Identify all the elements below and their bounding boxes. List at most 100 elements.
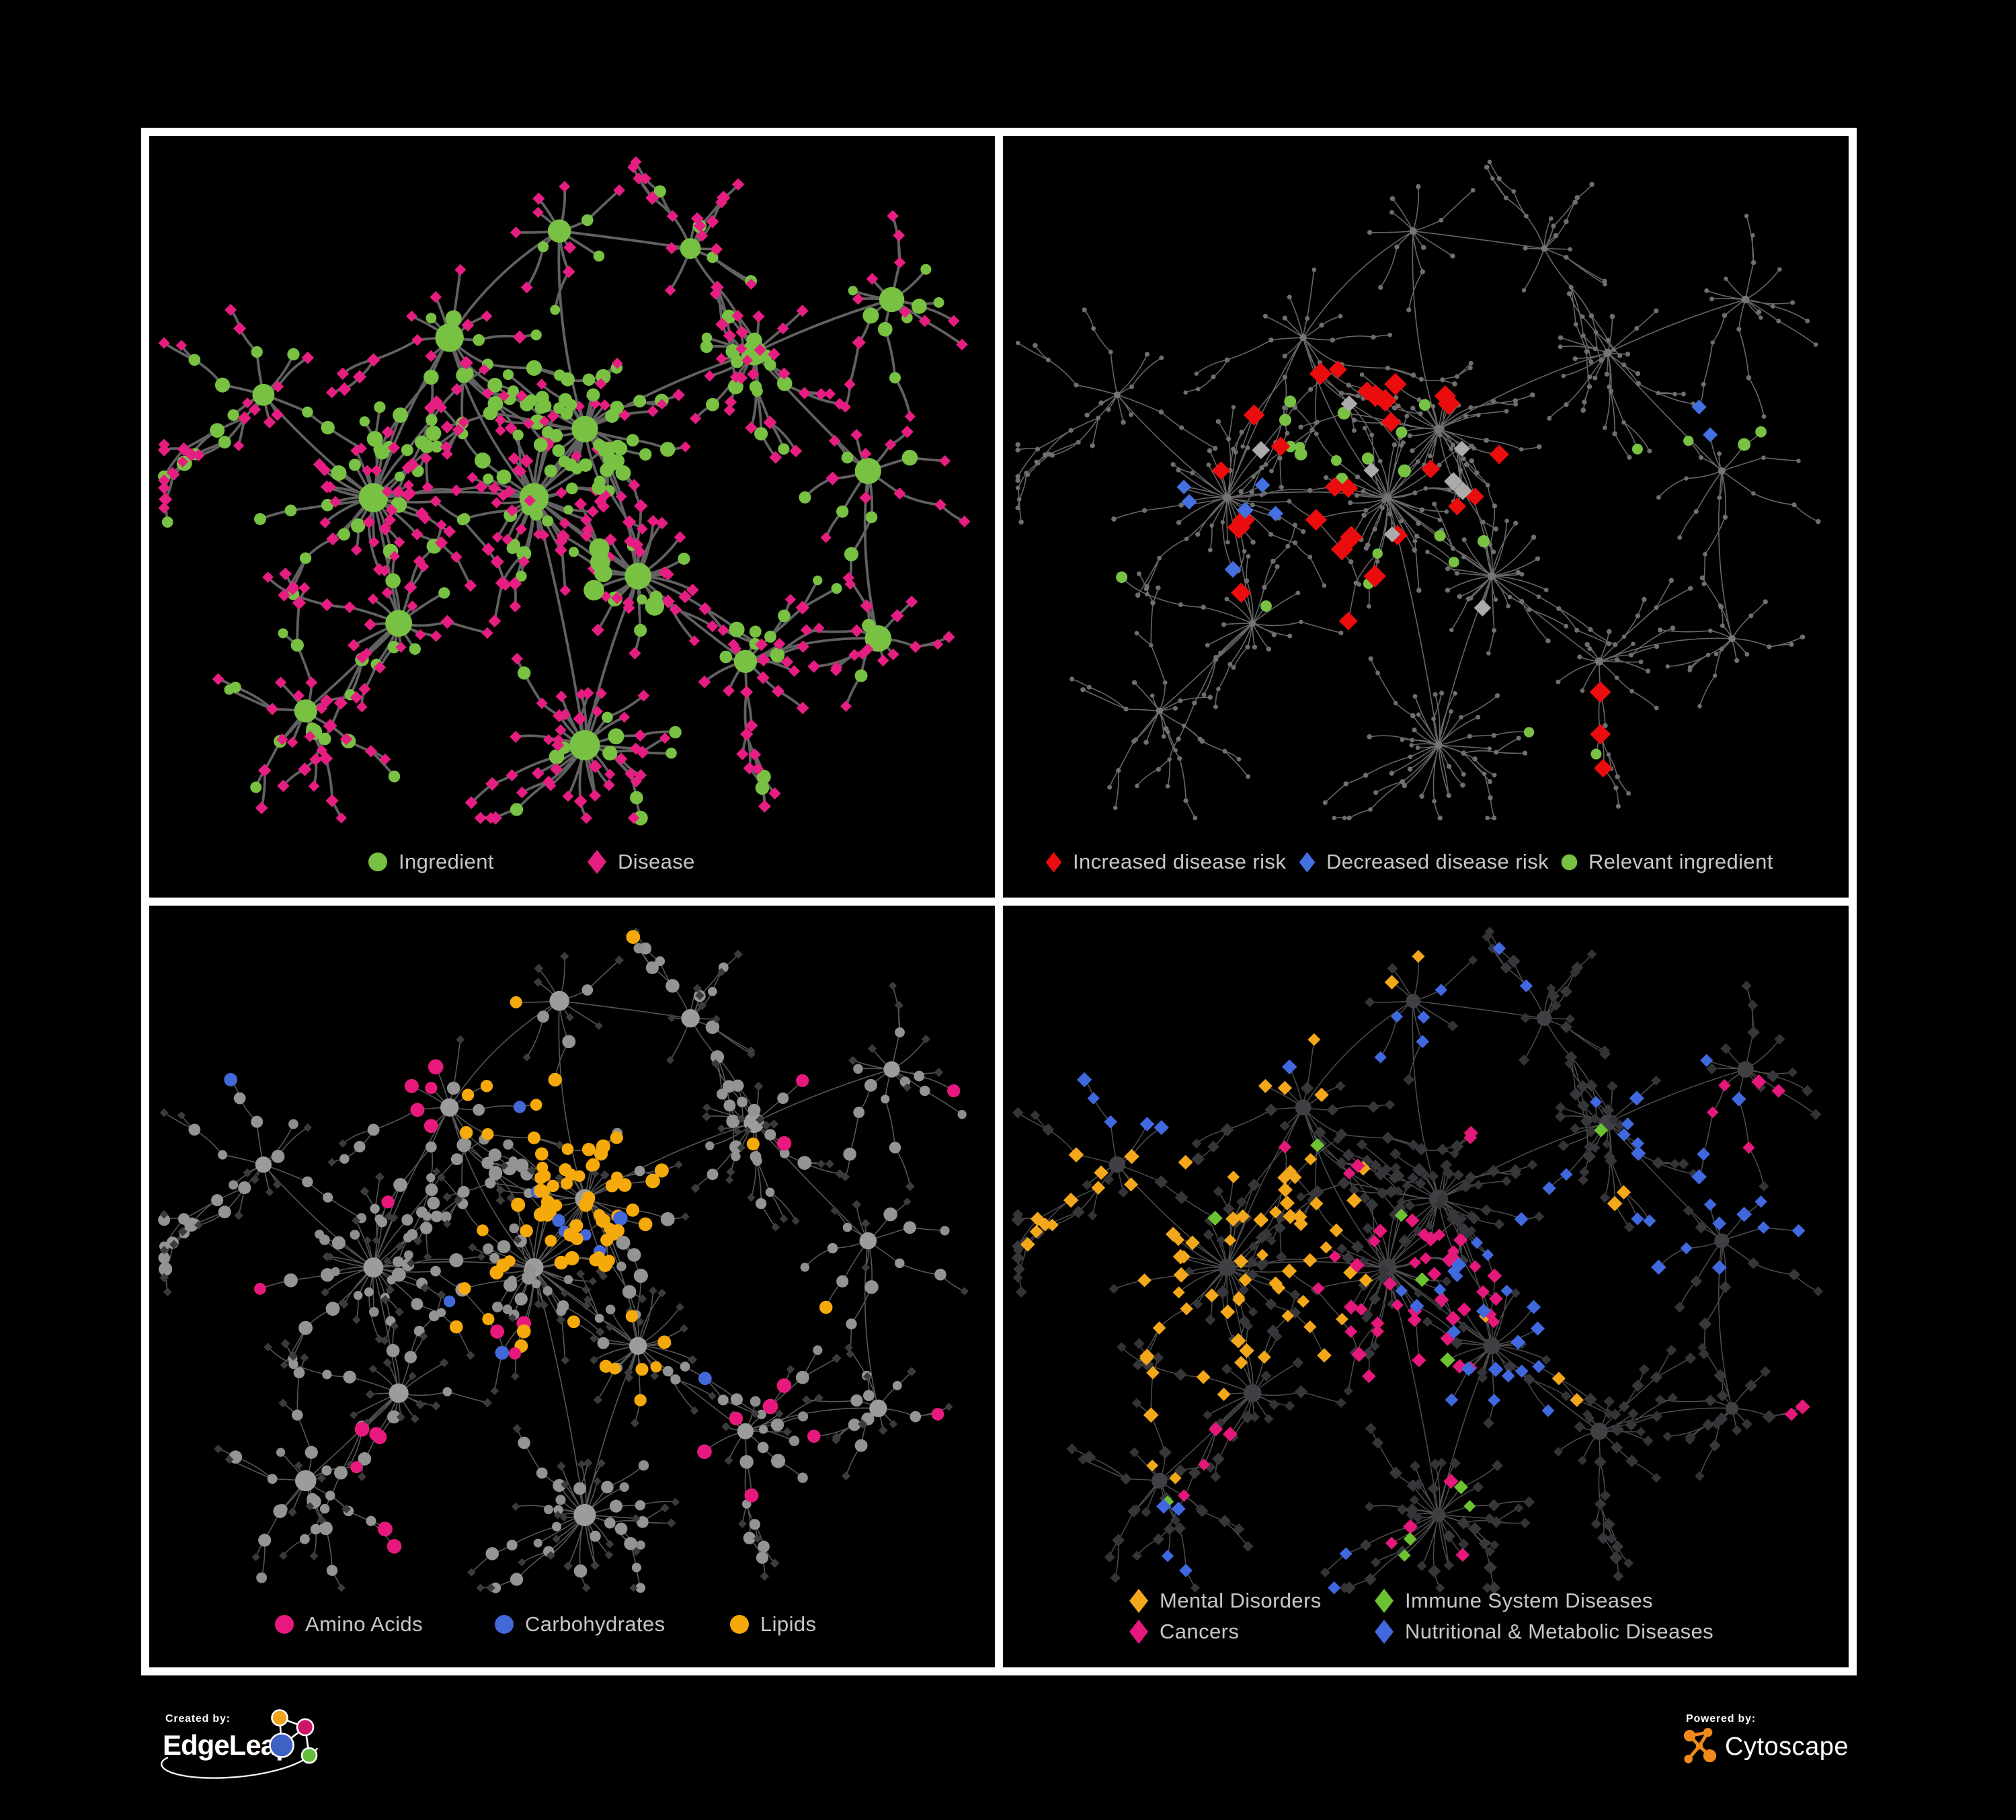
node-circle [1725, 1402, 1739, 1415]
node-circle [1614, 657, 1620, 662]
node-circle [1606, 629, 1612, 635]
node-circle [635, 1500, 645, 1511]
node-circle [1627, 454, 1632, 460]
node-circle [1513, 398, 1518, 403]
node-circle [1603, 723, 1608, 729]
node-circle [660, 442, 676, 457]
node-circle [1490, 176, 1495, 181]
node-circle [1387, 332, 1392, 338]
node-circle [934, 1269, 946, 1281]
node-circle [1485, 482, 1490, 487]
node-circle [613, 1211, 628, 1226]
node-circle [492, 1302, 503, 1312]
node-circle [1587, 374, 1592, 380]
node-circle [323, 1192, 333, 1203]
node-circle [1418, 399, 1431, 411]
node-circle [610, 1131, 623, 1144]
node-circle [271, 1150, 285, 1163]
node-circle [1519, 598, 1525, 604]
node-circle [604, 1517, 616, 1529]
node-circle [573, 1503, 596, 1526]
node-circle [385, 573, 401, 589]
node-circle [1134, 631, 1139, 636]
node-circle [877, 321, 893, 337]
node-circle [481, 1127, 494, 1141]
node-circle [549, 749, 565, 764]
node-circle [545, 1234, 557, 1247]
node-circle [1250, 502, 1255, 508]
node-circle [778, 443, 790, 455]
node-circle [1717, 451, 1722, 457]
node-circle [302, 1176, 313, 1188]
node-circle [1371, 334, 1376, 340]
node-circle [1511, 189, 1517, 194]
node-circle [1722, 514, 1728, 520]
node-circle [1015, 442, 1020, 447]
node-circle [1493, 597, 1498, 602]
node-circle [1487, 779, 1493, 785]
node-circle [1777, 267, 1782, 272]
node-circle [1541, 245, 1547, 252]
node-circle [1636, 381, 1642, 387]
node-circle [1372, 548, 1383, 559]
node-circle [1668, 578, 1675, 583]
node-circle [298, 1320, 313, 1335]
node-circle [503, 1139, 514, 1150]
legend-label: Decreased disease risk [1326, 850, 1549, 873]
node-circle [1697, 704, 1702, 709]
node-circle [428, 1059, 444, 1075]
node-circle [1158, 409, 1164, 415]
node-circle [456, 1138, 471, 1152]
node-diamonds [1076, 941, 1806, 1595]
node-circle [844, 547, 859, 561]
node-circle [1262, 313, 1268, 319]
node-circle [1736, 327, 1742, 332]
node-circle [1635, 613, 1641, 619]
node-circle [1519, 447, 1524, 452]
node-circle [210, 423, 225, 438]
node-circle [920, 264, 932, 275]
node-circle [653, 185, 666, 198]
node-circle [1504, 518, 1509, 524]
node-circle [1407, 433, 1412, 438]
node-circle [1015, 474, 1020, 479]
node-circle [756, 1551, 768, 1564]
node-circle [1207, 448, 1213, 454]
node-circle [372, 1430, 387, 1445]
node-circle [1796, 459, 1801, 463]
node-circle [1645, 668, 1651, 674]
node-circle [1404, 413, 1410, 419]
node-circle [1150, 600, 1156, 606]
node-circle [1504, 409, 1509, 413]
node-circle [1242, 549, 1247, 554]
node-circle [616, 1261, 627, 1271]
node-circle [797, 1472, 808, 1483]
node-circle [1587, 646, 1592, 651]
node-circle [305, 1446, 318, 1459]
node-circle [258, 1534, 272, 1547]
node-circle [1156, 707, 1163, 715]
node-circle [388, 770, 401, 783]
node-circle [1677, 535, 1683, 540]
node-circle [1194, 371, 1199, 376]
node-circle [1396, 426, 1408, 438]
node-circle [731, 1079, 744, 1092]
node-circle [377, 1521, 393, 1537]
node-circle [1454, 374, 1459, 379]
node-circle [1522, 750, 1528, 756]
node-circle [563, 1275, 573, 1284]
node-circle [1445, 566, 1451, 571]
node-circle [881, 1095, 890, 1104]
node-circle [477, 1224, 489, 1236]
node-circle [662, 1366, 674, 1377]
node-circle [273, 1504, 287, 1518]
node-circle [218, 436, 231, 449]
node-circle [1416, 712, 1421, 717]
node-circle [854, 1439, 868, 1452]
node-circle [1259, 465, 1264, 471]
node-circle [1718, 467, 1726, 475]
node-circle [490, 1324, 505, 1339]
node-circle [1277, 455, 1283, 461]
node-circle [456, 367, 472, 383]
node-circle [315, 1229, 325, 1239]
